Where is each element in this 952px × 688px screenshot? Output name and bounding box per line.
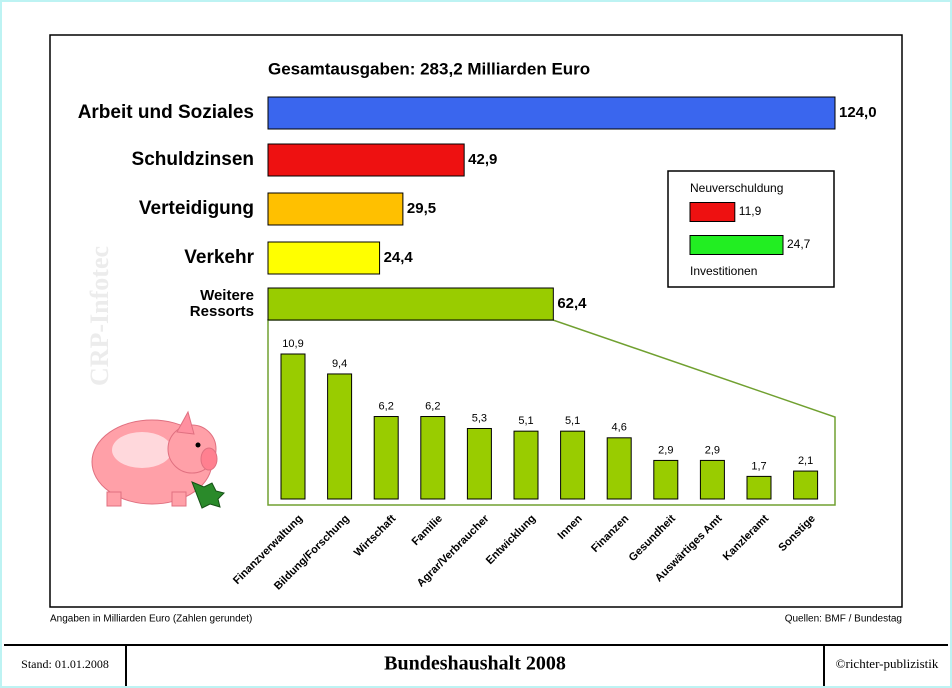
value-label: 42,9	[468, 151, 497, 168]
category-label: Verteidigung	[138, 197, 254, 219]
bar	[606, 437, 632, 500]
legend-label: Investitionen	[690, 264, 757, 278]
legend-box	[667, 170, 835, 288]
bar	[420, 416, 446, 500]
value-label: 24,7	[787, 237, 811, 251]
value-label: 9,4	[332, 358, 347, 370]
bar	[689, 202, 736, 222]
bar	[653, 459, 679, 500]
bar	[466, 427, 492, 500]
bar	[513, 430, 539, 500]
legend-label: Neuverschuldung	[690, 181, 783, 195]
value-label: 124,0	[839, 104, 877, 121]
value-label: 5,1	[518, 415, 533, 427]
bar	[267, 192, 404, 226]
footer-title: Bundeshaushalt 2008	[384, 653, 566, 675]
value-label: 5,3	[472, 412, 487, 424]
bar	[267, 143, 465, 177]
chart-frame	[49, 34, 903, 608]
value-label: 1,7	[751, 460, 766, 472]
bar	[689, 235, 784, 255]
chart-title: Gesamtausgaben: 283,2 Milliarden Euro	[268, 59, 590, 78]
bar	[267, 241, 381, 275]
piggy-bank	[91, 410, 225, 509]
value-label: 6,2	[379, 400, 394, 412]
bar	[560, 430, 586, 500]
value-label: 2,1	[798, 455, 813, 467]
value-label: 2,9	[658, 444, 673, 456]
bar	[746, 475, 772, 500]
bar	[793, 470, 819, 500]
unit-note: Angaben in Milliarden Euro (Zahlen gerun…	[50, 614, 252, 625]
source-note: Quellen: BMF / Bundestag	[785, 614, 902, 625]
bar	[280, 353, 306, 500]
bar	[327, 373, 353, 500]
bar	[267, 96, 836, 130]
value-label: 4,6	[612, 422, 627, 434]
bar	[373, 416, 399, 500]
value-label: 6,2	[425, 400, 440, 412]
footer-date: Stand: 01.01.2008	[21, 657, 109, 671]
value-label: 11,9	[739, 204, 762, 218]
footer-copyright: ©richter-publizistik	[836, 656, 939, 671]
value-label: 24,4	[384, 249, 414, 266]
bar	[267, 287, 554, 321]
bar	[699, 459, 725, 500]
value-label: 10,9	[282, 338, 303, 350]
value-label: 2,9	[705, 444, 720, 456]
watermark: CRP-Infotec	[85, 246, 114, 386]
value-label: 29,5	[407, 200, 436, 217]
value-label: 62,4	[557, 295, 587, 312]
category-label: Weitere Ressorts	[189, 286, 254, 320]
value-label: 5,1	[565, 415, 580, 427]
category-label: Schuldzinsen	[131, 148, 254, 170]
category-label: Arbeit und Soziales	[77, 101, 254, 123]
category-label: Verkehr	[184, 246, 254, 268]
